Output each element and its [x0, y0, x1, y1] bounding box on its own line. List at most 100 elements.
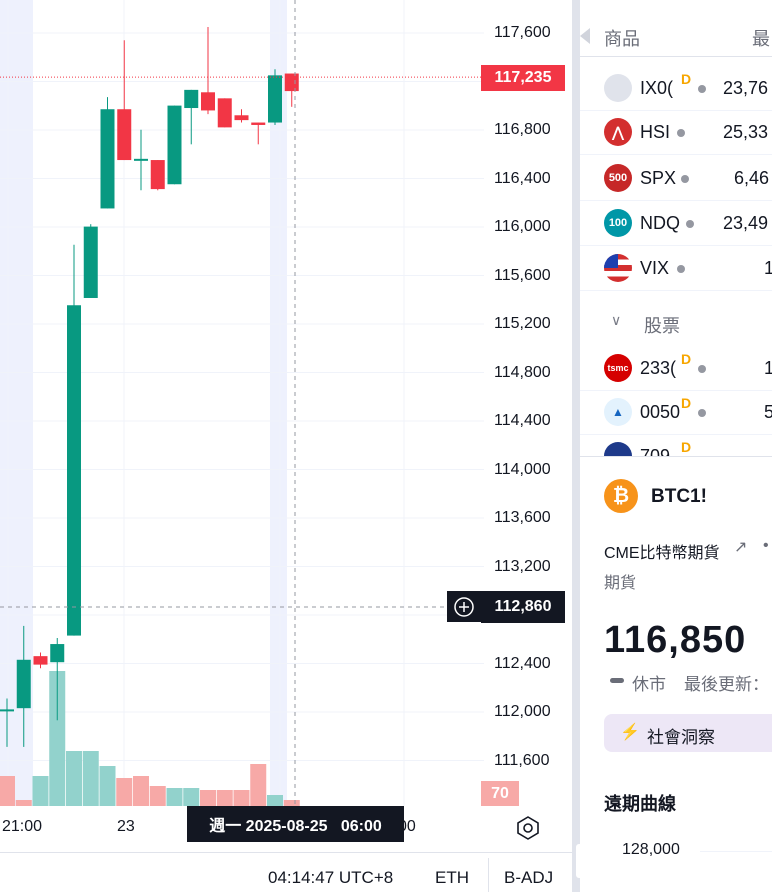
candle-body: [117, 109, 132, 161]
social-insight-label: 社會洞察: [647, 728, 715, 747]
watchlist-row-709[interactable]: 709 D: [580, 434, 772, 456]
section-toggle-stocks[interactable]: ∨ 股票: [580, 298, 772, 346]
watchlist-row-spx[interactable]: 500 SPX 6,46: [580, 156, 772, 201]
session-toggle[interactable]: ETH: [435, 868, 469, 887]
watchlist-row-2330[interactable]: tsmc 233( D 1: [580, 346, 772, 391]
candlestick-chart[interactable]: [0, 0, 484, 806]
status-dot-icon: [677, 129, 685, 137]
symbol-name: 233(: [640, 358, 677, 378]
separator-dot: •: [763, 537, 769, 554]
watchlist-row-vix[interactable]: VIX 1: [580, 246, 772, 291]
header-sort-handle[interactable]: [580, 28, 590, 44]
price-tick-label: 116,400: [494, 169, 551, 187]
symbol-name: 0050: [640, 402, 681, 422]
candle-body: [0, 709, 14, 712]
watchlist-row-hsi[interactable]: ⋀ HSI 25,33: [580, 110, 772, 155]
divider-line: [488, 858, 489, 892]
candle-body: [234, 115, 249, 121]
status-dot-icon: [698, 409, 706, 417]
volume-bar: [267, 795, 283, 806]
forward-curve-tick: 128,000: [622, 841, 680, 858]
price-tick-label: 114,000: [494, 460, 551, 478]
symbol-price: 1: [764, 258, 772, 278]
price-tick-label: 116,000: [494, 218, 551, 235]
price-tick-label: 112,400: [494, 654, 551, 672]
session-highlight-band: [270, 0, 287, 806]
volume-bar: [250, 764, 267, 806]
price-tick-label: 114,400: [494, 412, 551, 429]
market-closed-icon: [610, 678, 624, 683]
chart-status-bar: [0, 852, 572, 893]
volume-bar: [99, 766, 116, 806]
external-link-icon[interactable]: ↗: [734, 539, 748, 556]
crosshair-price-badge: 112,860: [481, 591, 565, 623]
column-header-symbol[interactable]: 商品: [604, 29, 640, 49]
lightning-icon: ⚡: [620, 724, 640, 741]
volume-bar: [15, 800, 32, 806]
last-price-badge: 117,235: [481, 65, 565, 91]
volume-bar: [0, 776, 15, 806]
social-insight-button[interactable]: ⚡ 社會洞察: [604, 714, 772, 752]
chart-settings-button[interactable]: [514, 815, 542, 841]
watchlist-row-ix0[interactable]: IX0( D 23,76: [580, 66, 772, 111]
watchlist-row-0050[interactable]: ▲ 0050 D 5: [580, 390, 772, 435]
candle-body: [134, 158, 148, 161]
time-label-2100: 21:00: [2, 818, 43, 835]
forward-curve-title: 遠期曲線: [604, 794, 676, 814]
crosshair-time-badge: 週一 2025-08-25 06:00: [187, 806, 404, 842]
exchange-description[interactable]: CME比特幣期貨: [604, 545, 720, 562]
symbol-name: VIX: [640, 258, 670, 278]
volume-badge: 70: [481, 781, 519, 806]
status-dot-icon: [698, 85, 706, 93]
price-tick-label: 112,000: [494, 703, 551, 720]
last-update-label: 最後更新：: [684, 675, 769, 694]
settings-icon: [517, 816, 539, 840]
plus-circle-icon: [454, 596, 474, 617]
hsi-logo-icon: ⋀: [604, 118, 632, 146]
panel-divider[interactable]: [572, 0, 580, 892]
price-scale[interactable]: 117,600117,200116,800116,400116,000115,6…: [484, 0, 572, 806]
candle-body: [33, 656, 48, 665]
watchlist-header: [580, 0, 772, 57]
clock-readout[interactable]: 04:14:47 UTC+8: [268, 868, 394, 887]
ix0-logo-icon: [604, 74, 632, 102]
symbol-price: 6,46: [734, 168, 770, 188]
chart-pane[interactable]: [0, 0, 484, 806]
symbol-price: 5: [764, 402, 772, 422]
delayed-flag: D: [681, 395, 692, 411]
delayed-flag: D: [681, 351, 692, 367]
candle-body: [83, 226, 98, 298]
market-status: 休市: [632, 675, 666, 694]
status-dot-icon: [686, 220, 694, 228]
delayed-flag: D: [681, 71, 692, 87]
status-dot-icon: [677, 265, 685, 273]
candle-body: [251, 122, 266, 125]
watchlist-row-ndq[interactable]: 100 NDQ 23,49: [580, 201, 772, 246]
candle-body: [268, 75, 282, 123]
symbol-name: IX0(: [640, 78, 674, 98]
forward-curve-gridline: [700, 851, 772, 852]
delayed-flag: D: [681, 439, 692, 455]
price-tick-label: 113,200: [494, 557, 551, 575]
volume-bar: [82, 751, 99, 806]
candle-body: [100, 109, 115, 209]
candle-body: [284, 73, 299, 92]
section-label: 股票: [644, 316, 680, 336]
flag-canton: [604, 254, 618, 268]
detail-symbol[interactable]: BTC1!: [651, 486, 707, 507]
adjustment-toggle[interactable]: B-ADJ: [504, 868, 554, 887]
watchlist-panel: 商品 最 IX0( D 23,76 ⋀ HSI 25,33 500 SPX 6,…: [580, 0, 772, 456]
price-tick-label: 115,600: [494, 266, 551, 284]
tsmc-logo-icon: tsmc: [604, 354, 632, 382]
candle-body: [50, 644, 65, 663]
column-header-last[interactable]: 最: [752, 29, 770, 49]
symbol-name: NDQ: [640, 213, 680, 233]
symbol-detail-panel: ₿ BTC1! CME比特幣期貨 ↗ • 期貨 116,850 休市 最後更新：…: [580, 456, 772, 893]
volume-bar: [66, 751, 82, 806]
volume-bar: [200, 790, 216, 806]
volume-bar: [49, 671, 66, 806]
crosshair-add-button[interactable]: [447, 591, 481, 622]
spx-logo-icon: 500: [604, 164, 632, 192]
symbol-name: SPX: [640, 168, 677, 188]
volume-bar: [149, 786, 166, 806]
